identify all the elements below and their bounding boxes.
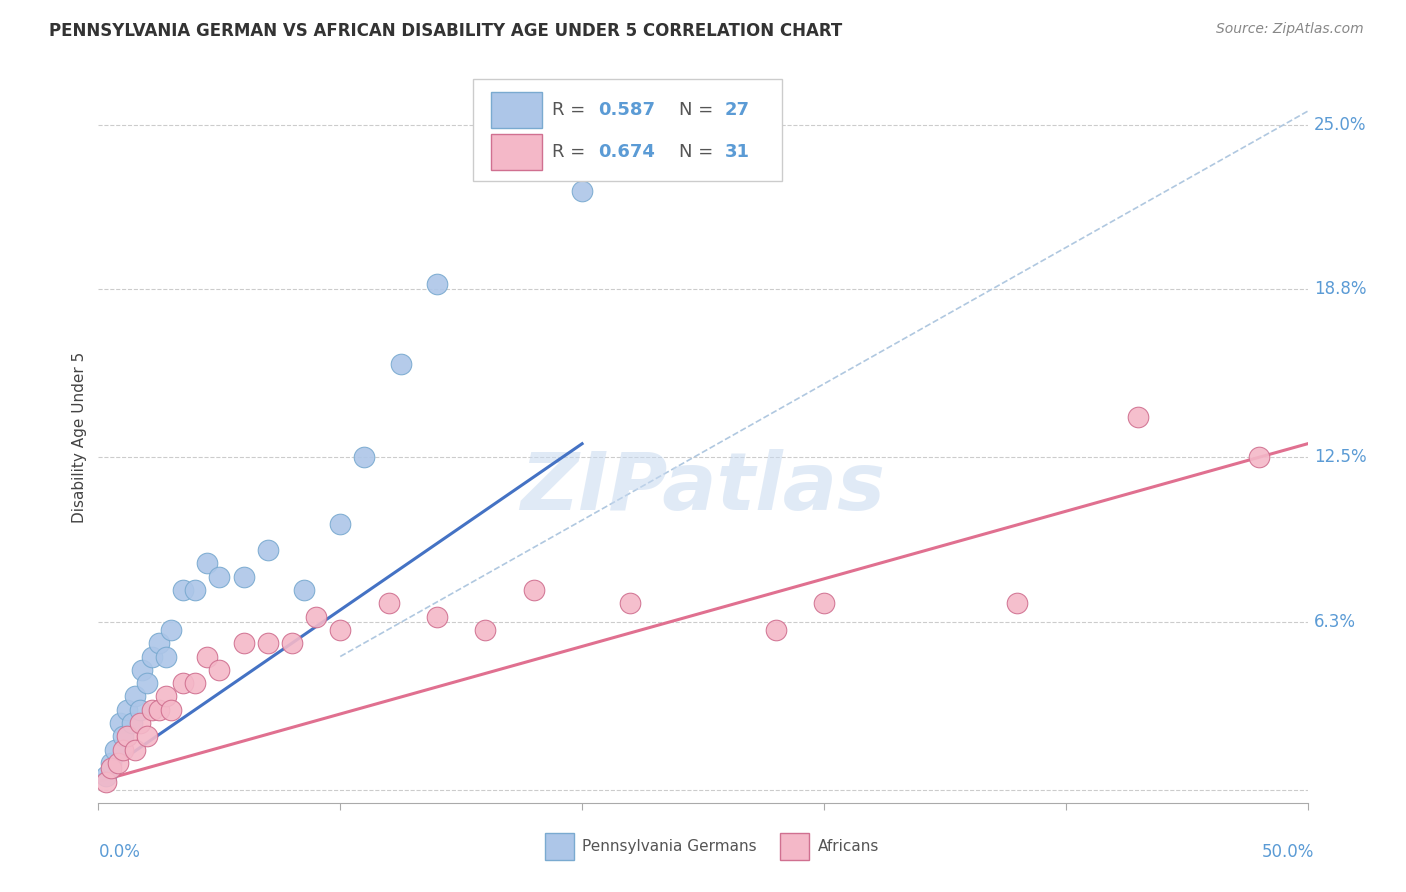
Point [117, 729, 139, 743]
Point [619, 596, 641, 610]
Point [172, 582, 194, 597]
Point [124, 742, 146, 756]
Text: 50.0%: 50.0% [1261, 843, 1313, 861]
Text: ZIPatlas: ZIPatlas [520, 450, 886, 527]
Point [160, 623, 183, 637]
Text: Pennsylvania Germans: Pennsylvania Germans [582, 839, 756, 855]
Point [128, 703, 150, 717]
Point [107, 756, 129, 770]
Text: 31: 31 [724, 143, 749, 161]
Point [474, 623, 496, 637]
Text: 0.674: 0.674 [598, 143, 655, 161]
Point [141, 703, 163, 717]
Point [523, 582, 546, 597]
Point [121, 716, 143, 731]
Text: Africans: Africans [818, 839, 879, 855]
Text: 18.8%: 18.8% [1313, 280, 1367, 299]
Point [124, 690, 146, 704]
Point [256, 636, 278, 650]
Point [426, 609, 449, 624]
Point [353, 450, 375, 464]
Point [571, 184, 593, 198]
Text: 27: 27 [724, 101, 749, 120]
Point [111, 729, 134, 743]
Point [813, 596, 835, 610]
Point [135, 729, 157, 743]
Point [208, 570, 231, 584]
Y-axis label: Disability Age Under 5: Disability Age Under 5 [72, 351, 87, 523]
Point [100, 756, 122, 770]
Point [195, 557, 218, 571]
Text: N =: N = [679, 101, 718, 120]
Point [292, 582, 315, 597]
Point [232, 570, 254, 584]
FancyBboxPatch shape [492, 134, 543, 169]
Point [94, 774, 117, 789]
Point [305, 609, 328, 624]
Point [232, 636, 254, 650]
Text: Source: ZipAtlas.com: Source: ZipAtlas.com [1216, 22, 1364, 37]
Point [100, 761, 122, 775]
Point [389, 357, 412, 371]
Text: 0.0%: 0.0% [98, 843, 141, 861]
Point [1007, 596, 1029, 610]
Point [329, 516, 352, 531]
Point [117, 703, 139, 717]
Point [135, 676, 157, 690]
Point [131, 663, 153, 677]
Point [172, 676, 194, 690]
Point [256, 543, 278, 558]
Text: PENNSYLVANIA GERMAN VS AFRICAN DISABILITY AGE UNDER 5 CORRELATION CHART: PENNSYLVANIA GERMAN VS AFRICAN DISABILIT… [49, 22, 842, 40]
Text: 12.5%: 12.5% [1313, 448, 1367, 466]
Point [184, 582, 207, 597]
Text: R =: R = [551, 101, 591, 120]
Point [1249, 450, 1271, 464]
Point [111, 742, 134, 756]
FancyBboxPatch shape [544, 833, 574, 860]
Point [765, 623, 787, 637]
Point [141, 649, 163, 664]
Point [104, 742, 127, 756]
Text: 25.0%: 25.0% [1313, 116, 1367, 134]
Point [329, 623, 352, 637]
Text: 0.587: 0.587 [598, 101, 655, 120]
Text: N =: N = [679, 143, 718, 161]
Point [281, 636, 304, 650]
Point [208, 663, 231, 677]
Point [1128, 410, 1150, 425]
FancyBboxPatch shape [780, 833, 810, 860]
Point [184, 676, 207, 690]
FancyBboxPatch shape [492, 92, 543, 128]
Point [195, 649, 218, 664]
Text: 6.3%: 6.3% [1313, 613, 1355, 631]
Point [108, 716, 131, 731]
Point [128, 716, 150, 731]
Point [377, 596, 399, 610]
FancyBboxPatch shape [474, 78, 782, 181]
Point [94, 769, 117, 783]
Point [155, 690, 177, 704]
Point [426, 277, 449, 292]
Point [148, 703, 170, 717]
Point [155, 649, 177, 664]
Text: R =: R = [551, 143, 591, 161]
Point [148, 636, 170, 650]
Point [160, 703, 183, 717]
